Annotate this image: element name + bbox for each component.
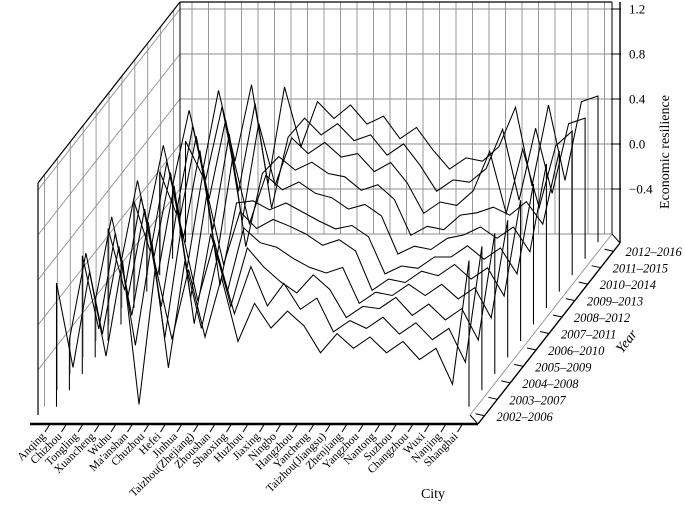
- waterfall-series: [55, 84, 599, 407]
- resilience-tick-label: 1.2: [629, 2, 645, 17]
- city-tick: [407, 423, 414, 433]
- axis-corner-front: [469, 414, 479, 425]
- plot-axes: [30, 2, 621, 426]
- plot-wall-grid: [37, 2, 613, 416]
- resilience-tick-label: −0.4: [629, 182, 653, 197]
- year-tick: [604, 248, 614, 252]
- x-axis-title: City: [421, 487, 445, 502]
- year-tick: [552, 314, 563, 318]
- axis-corner-back: [611, 233, 621, 244]
- city-tick: [209, 423, 216, 433]
- city-tick: [127, 423, 133, 433]
- city-tick: [160, 423, 166, 433]
- series-line-2003–2007: [68, 241, 483, 391]
- city-tick: [440, 423, 447, 433]
- city-tick: [341, 423, 348, 433]
- z-axis-title: Economic resilience: [658, 95, 673, 209]
- city-tick: [259, 423, 265, 433]
- series-line-2010–2014: [159, 119, 573, 276]
- floor-right-edge: [469, 233, 613, 416]
- y-axis-title: Year: [614, 327, 642, 356]
- year-tick: [475, 413, 485, 417]
- city-tick: [374, 423, 381, 433]
- city-tick: [176, 423, 183, 433]
- series-line-2006–2010: [107, 185, 522, 341]
- resilience-tick-label: 0.4: [629, 92, 646, 107]
- city-tick: [110, 423, 117, 433]
- year-tick: [526, 347, 537, 351]
- axis-ticks: [44, 8, 621, 433]
- year-tick-label: 2006–2010: [548, 344, 605, 358]
- year-tick-label: 2004–2008: [522, 377, 579, 391]
- plot-box-edges: [37, 1, 613, 415]
- year-tick-label: 2005–2009: [535, 360, 592, 374]
- city-tick: [358, 423, 364, 433]
- year-tick: [565, 298, 575, 302]
- resilience-tick-label: 0.8: [629, 47, 645, 62]
- series-line-2004–2008: [81, 221, 496, 374]
- city-tick: [457, 423, 463, 433]
- resilience-tick-label: 0.0: [629, 137, 645, 152]
- year-tick-label: 2002–2006: [496, 410, 553, 424]
- year-tick-label: 2007–2011: [561, 328, 616, 342]
- year-tick: [591, 265, 601, 269]
- year-tick: [488, 396, 498, 400]
- city-tick: [94, 423, 100, 433]
- city-tick: [424, 423, 430, 433]
- year-tick-label: 2010–2014: [600, 278, 656, 292]
- city-tick: [292, 423, 298, 433]
- series-line-2008–2012: [133, 150, 547, 308]
- city-tick: [325, 423, 331, 433]
- city-tick: [242, 423, 249, 433]
- series-line-2011–2015: [172, 103, 586, 259]
- city-tick: [308, 423, 315, 433]
- box-top-left-edge: [37, 1, 181, 184]
- year-tick-label: 2011–2015: [613, 262, 668, 276]
- city-tick: [143, 423, 150, 433]
- city-tick: [226, 423, 232, 433]
- city-tick: [275, 423, 282, 433]
- year-tick-label: 2009–2013: [587, 295, 643, 309]
- year-tick-label: 2008–2012: [574, 311, 630, 325]
- year-tick-label: 2012–2016: [626, 245, 683, 259]
- city-tick: [193, 423, 199, 433]
- city-tick: [61, 423, 67, 433]
- year-tick: [578, 281, 588, 285]
- city-tick: [391, 423, 397, 433]
- city-tick: [44, 423, 51, 433]
- series-line-2002–2006: [55, 260, 470, 407]
- year-tick: [501, 380, 511, 384]
- year-tick: [514, 363, 524, 367]
- city-tick: [77, 423, 84, 433]
- year-tick-label: 2003–2007: [509, 393, 566, 407]
- year-tick: [539, 331, 550, 334]
